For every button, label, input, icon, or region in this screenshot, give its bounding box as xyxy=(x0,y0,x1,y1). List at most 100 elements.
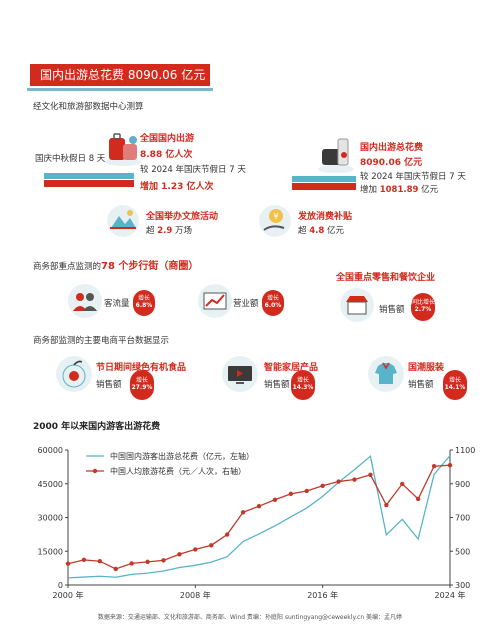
right-stat-value: 8090.06 亿元 xyxy=(360,158,423,168)
series-point-2 xyxy=(336,479,341,484)
smart-home-title: 智能家居产品 xyxy=(264,363,319,373)
subsidy-value-line: 超 4.8 亿元 xyxy=(298,224,344,236)
revenue-chart-icon xyxy=(198,284,232,318)
subsidy-label: 发放消费补贴 xyxy=(298,212,353,222)
series-point-2 xyxy=(447,462,453,468)
y-left-tick-label: 15000 xyxy=(38,547,63,556)
smart-home-badge-top: 增长 xyxy=(296,377,309,385)
right-bar-2025 xyxy=(292,183,356,190)
legend-label-2: 中国人均旅游花费（元／人次，右轴） xyxy=(110,466,246,476)
series-point-2 xyxy=(240,510,246,515)
page-title: 国内出游总花费 8090.06 亿元 xyxy=(30,64,210,86)
line-chart: 0 15000 30000 45000 60000 300 500 700 900 1100 200… xyxy=(38,446,476,600)
activities-unit: 万场 xyxy=(174,226,192,236)
footer-credits: 数据来源：交通运输部、文化和旅游部、商务部、Wind 责编：孙庭阳 suntin… xyxy=(97,614,403,621)
retail-badge-value: 2.7% xyxy=(414,306,432,313)
x-tick-label: 2024 年 xyxy=(435,590,466,600)
series-point-2 xyxy=(384,502,389,508)
retail-label: 销售额 xyxy=(379,305,405,315)
right-increase-value: 1081.89 xyxy=(379,185,419,195)
footfall-badge-value: 6.8% xyxy=(135,302,153,309)
y-left-tick-label: 0 xyxy=(58,581,63,590)
series-point-2 xyxy=(145,559,150,565)
smart-home-badge: 增长 14.3% xyxy=(291,370,315,400)
series-point-2 xyxy=(304,488,309,494)
subsidy-prefix: 超 xyxy=(298,226,307,236)
organic-food-title: 节日期间绿色有机食品 xyxy=(96,363,187,373)
activities-label: 全国举办文旅活动 xyxy=(146,212,219,222)
organic-food-icon xyxy=(56,356,92,392)
activities-value: 2.9 xyxy=(157,226,173,236)
x-tick-label: 2016 年 xyxy=(307,590,338,600)
series-point-2 xyxy=(352,477,357,482)
organic-food-badge-value: 27.9% xyxy=(131,384,153,391)
revenue-badge: 增长 6.0% xyxy=(262,290,284,316)
revenue-badge-top: 增长 xyxy=(266,295,279,303)
commerce-title: 商务部重点监测的78 个步行街（商圈） xyxy=(33,257,198,272)
organic-food-badge-top: 增长 xyxy=(135,377,148,385)
y-right-tick-label: 500 xyxy=(455,547,470,556)
retail-title: 全国重点零售和餐饮企业 xyxy=(336,273,436,283)
chart-title: 2000 年以来国内游客出游花费 xyxy=(33,422,161,432)
retail-badge: 同比增长 2.7% xyxy=(411,293,435,321)
left-bar-2024 xyxy=(44,173,134,179)
apparel-badge-top: 增长 xyxy=(448,377,461,385)
apparel-icon xyxy=(368,356,404,392)
right-stat-title: 国内出游总花费 xyxy=(360,143,424,153)
y-left-tick-label: 45000 xyxy=(38,480,63,489)
activities-prefix: 超 xyxy=(146,226,155,236)
right-stat-compare: 较 2024 年国庆节假日 7 天 xyxy=(360,172,466,182)
subsidy-value: 4.8 xyxy=(309,226,325,236)
left-stat-title: 全国国内出游 xyxy=(140,134,195,144)
series-point-2 xyxy=(177,552,182,557)
legend-label-1: 中国国内游客出游总花费（亿元，左轴） xyxy=(110,451,254,461)
wallet-icon xyxy=(316,135,356,175)
y-right-tick-label: 1100 xyxy=(455,446,475,455)
crowd-icon xyxy=(68,284,102,318)
banner-underline xyxy=(27,88,213,91)
series-point-2 xyxy=(431,464,437,469)
footfall-badge-top: 增长 xyxy=(137,295,150,303)
series-point-2 xyxy=(209,543,214,548)
x-tick-label: 2008 年 xyxy=(180,590,211,600)
commerce-prefix: 商务部重点监测的 xyxy=(33,262,102,272)
source-line: 经文化和旅游部数据中心测算 xyxy=(33,102,144,112)
y-right-tick-label: 300 xyxy=(455,581,470,590)
series-point-2 xyxy=(97,559,103,564)
smart-home-badge-value: 14.3% xyxy=(292,384,314,391)
x-tick-label: 2000 年 xyxy=(53,590,84,600)
subsidy-unit: 亿元 xyxy=(326,226,344,236)
series-point-2 xyxy=(161,558,166,563)
series-point-2 xyxy=(256,503,262,509)
legend-marker-2 xyxy=(92,468,98,474)
apparel-label: 销售额 xyxy=(408,380,434,390)
activities-value-line: 超 2.9 万场 xyxy=(146,224,192,236)
series-point-2 xyxy=(368,472,373,478)
left-bar-2025 xyxy=(44,180,134,187)
organic-food-label: 销售额 xyxy=(96,380,122,390)
smart-home-icon xyxy=(222,356,258,392)
y-right-tick-label: 700 xyxy=(455,514,470,523)
holiday-label: 国庆中秋假日 8 天 xyxy=(35,154,106,164)
series-point-2 xyxy=(320,483,325,488)
commerce-highlight: 78 个步行街（商圈） xyxy=(101,261,199,272)
right-increase-unit: 亿元 xyxy=(421,185,439,195)
y-left-tick-label: 60000 xyxy=(38,446,63,455)
left-stat-increase: 增加 1.23 亿人次 xyxy=(140,182,214,192)
y-left-tick-label: 30000 xyxy=(38,514,63,523)
series-point-2 xyxy=(129,561,134,566)
restaurant-icon xyxy=(340,288,374,322)
luggage-icon xyxy=(103,128,143,168)
apparel-badge-value: 14.1% xyxy=(444,384,466,391)
series-point-2 xyxy=(288,491,294,497)
smart-home-label: 销售额 xyxy=(264,380,290,390)
left-stat-compare: 较 2024 年国庆节假日 7 天 xyxy=(140,165,246,175)
revenue-label: 营业额 xyxy=(233,299,259,309)
series-line-1 xyxy=(67,454,451,579)
series-point-2 xyxy=(400,481,405,487)
right-bar-2024 xyxy=(292,176,356,182)
series-point-2 xyxy=(113,566,118,572)
svg-text:¥: ¥ xyxy=(273,212,278,221)
apparel-title: 国潮服装 xyxy=(408,363,445,373)
coin-hand-icon: ¥ xyxy=(258,204,292,238)
